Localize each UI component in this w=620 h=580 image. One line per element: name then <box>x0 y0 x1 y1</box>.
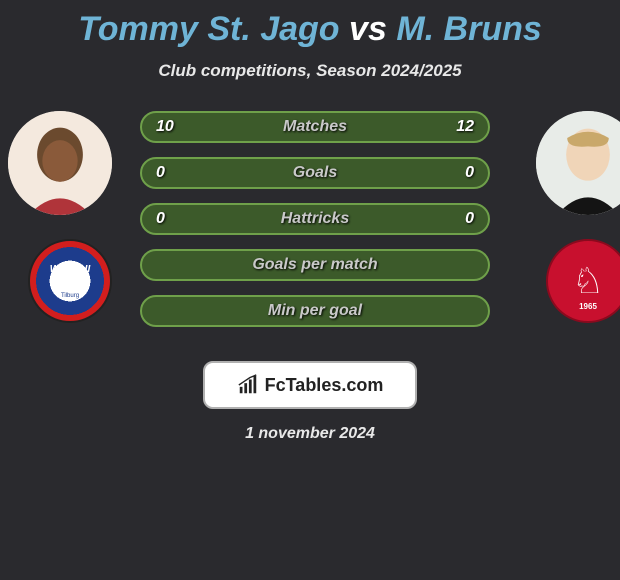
club-left-name: Willem II <box>50 264 90 275</box>
infographic-container: Tommy St. Jago vs M. Bruns Club competit… <box>0 0 620 580</box>
club-left-crest: Willem II Tilburg <box>28 239 112 323</box>
player1-avatar <box>8 111 112 215</box>
stat-row: 0 Hattricks 0 <box>140 203 490 235</box>
player1-name: Tommy St. Jago <box>78 10 339 48</box>
chart-icon <box>237 374 259 396</box>
player2-name: M. Bruns <box>396 10 541 48</box>
stat-row: Min per goal <box>140 295 490 327</box>
club-right-crest: ♘ 1965 <box>546 239 620 323</box>
title: Tommy St. Jago vs M. Bruns <box>78 10 542 49</box>
stat-right-value: 0 <box>450 164 474 182</box>
stat-right-value: 0 <box>450 210 474 228</box>
stat-left-value: 0 <box>156 164 180 182</box>
vs-text: vs <box>349 10 387 48</box>
stat-label: Goals per match <box>180 256 450 274</box>
player2-avatar <box>536 111 620 215</box>
club-right-year: 1965 <box>579 302 597 311</box>
branding-text: FcTables.com <box>265 375 384 396</box>
club-left-city: Tilburg <box>61 293 79 299</box>
date-text: 1 november 2024 <box>245 425 375 443</box>
stat-label: Min per goal <box>180 302 450 320</box>
stat-right-value: 12 <box>450 118 474 136</box>
branding-badge: FcTables.com <box>203 361 417 409</box>
stat-row: Goals per match <box>140 249 490 281</box>
stat-label: Matches <box>180 118 450 136</box>
stat-row: 10 Matches 12 <box>140 111 490 143</box>
stat-row: 0 Goals 0 <box>140 157 490 189</box>
stat-left-value: 0 <box>156 210 180 228</box>
stat-label: Hattricks <box>180 210 450 228</box>
horse-icon: ♘ <box>572 260 604 302</box>
stat-bars: 10 Matches 12 0 Goals 0 0 Hattricks 0 Go… <box>140 111 490 341</box>
stat-label: Goals <box>180 164 450 182</box>
comparison-area: Willem II Tilburg ♘ 1965 10 Matches 12 0… <box>0 111 620 341</box>
subtitle: Club competitions, Season 2024/2025 <box>158 61 461 81</box>
stat-left-value: 10 <box>156 118 180 136</box>
